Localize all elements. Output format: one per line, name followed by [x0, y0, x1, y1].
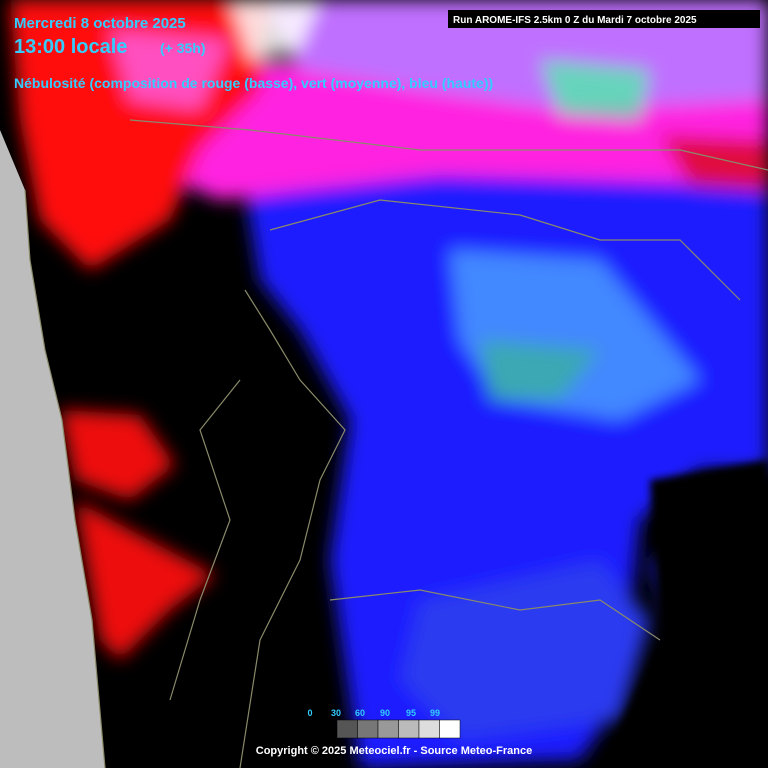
run-box	[448, 10, 760, 28]
copyright: Copyright © 2025 Meteociel.fr - Source M…	[256, 745, 532, 757]
legend-label: 99	[430, 708, 440, 718]
legend-swatch	[336, 719, 358, 739]
legend-label: 90	[380, 708, 390, 718]
borders	[24, 119, 768, 768]
legend-swatch	[377, 719, 399, 739]
legend-label: 0	[307, 708, 312, 718]
legend: 0 30 60 90 95 99	[307, 708, 461, 739]
legend-swatch	[357, 719, 379, 739]
date: Mercredi 8 octobre 2025	[14, 15, 186, 32]
run-info: Run AROME-IFS 2.5km 0 Z du Mardi 7 octob…	[453, 15, 697, 26]
legend-swatch	[398, 719, 420, 739]
legend-swatch	[418, 719, 440, 739]
legend-swatch	[439, 719, 461, 739]
description: Nébulosité (composition de rouge (basse)…	[14, 75, 493, 91]
sea	[0, 130, 105, 768]
lead-time: (+ 35h)	[160, 40, 206, 56]
clear-sky	[600, 460, 768, 768]
legend-label: 30	[331, 708, 341, 718]
time: 13:00 locale	[14, 36, 127, 58]
legend-label: 95	[406, 708, 416, 718]
legend-label: 60	[355, 708, 365, 718]
